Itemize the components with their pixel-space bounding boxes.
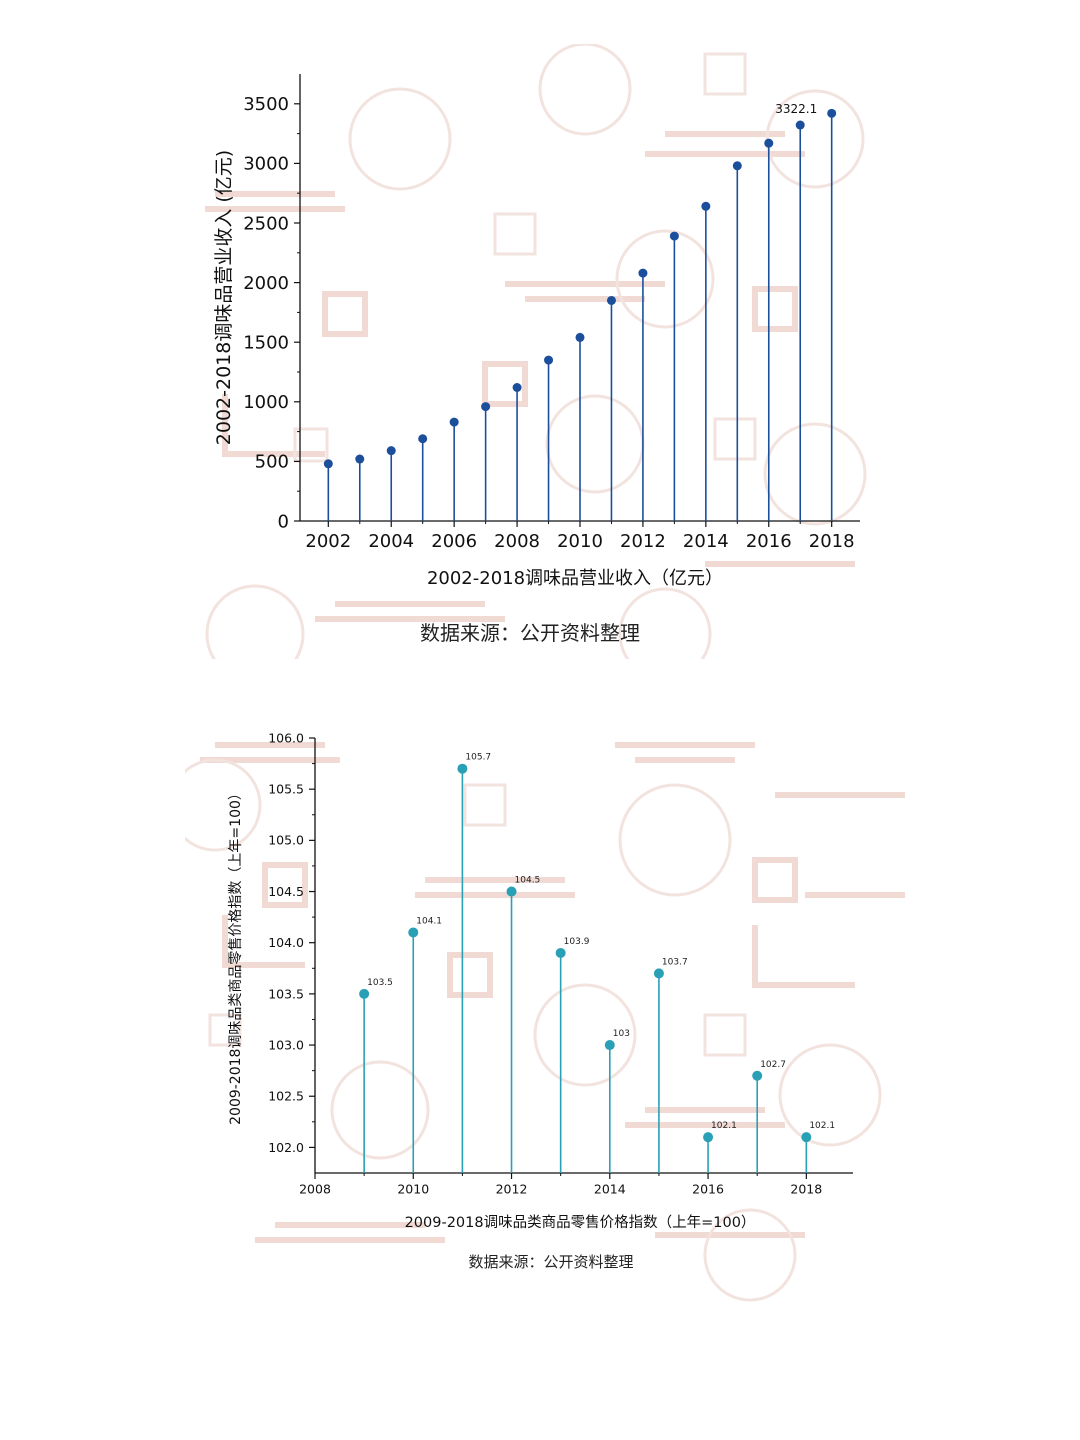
- y-tick-label: 1000: [243, 392, 289, 413]
- x-tick-label: 2006: [431, 531, 477, 552]
- data-label: 103.5: [367, 978, 393, 988]
- x-tick-label: 2012: [496, 1182, 528, 1197]
- data-point: [764, 138, 774, 148]
- x-tick-label: 2002: [305, 531, 351, 552]
- data-point: [386, 446, 396, 456]
- y-axis-title: 2002-2018调味品营业收入 (亿元): [213, 150, 235, 445]
- x-tick-label: 2008: [299, 1182, 331, 1197]
- chart-panel-revenue: 0 500 1000 1500 2000 2500 3000 3500 2002 2004 2006…: [185, 44, 875, 659]
- data-label: 102.1: [711, 1121, 737, 1131]
- data-point: [701, 201, 711, 211]
- data-source-note: 数据来源：公开资料整理: [420, 621, 640, 645]
- data-point: [457, 763, 468, 774]
- x-axis-title: 2002-2018调味品营业收入（亿元）: [427, 568, 723, 589]
- data-point: [359, 988, 370, 999]
- x-tick-label: 2016: [746, 531, 792, 552]
- data-point: [355, 454, 365, 464]
- x-tick-label: 2012: [620, 531, 666, 552]
- x-tick-label: 2014: [594, 1182, 626, 1197]
- data-point: [703, 1132, 714, 1143]
- x-tick-label: 2018: [809, 531, 855, 552]
- data-point: [418, 434, 428, 444]
- data-label: 102.1: [809, 1121, 835, 1131]
- data-point: [638, 268, 648, 278]
- y-tick-label: 105.0: [268, 833, 304, 848]
- data-point: [795, 120, 805, 130]
- y-tick-label: 3000: [243, 154, 289, 175]
- data-point: [827, 108, 837, 118]
- data-point: [575, 332, 585, 342]
- revenue-chart: 0 500 1000 1500 2000 2500 3000 3500 2002 2004 2006…: [213, 74, 860, 589]
- data-point: [544, 355, 554, 365]
- x-tick-label: 2004: [368, 531, 414, 552]
- y-tick-label: 500: [255, 452, 289, 473]
- data-label: 102.7: [760, 1060, 786, 1070]
- x-tick-label: 2014: [683, 531, 729, 552]
- data-point: [669, 231, 679, 241]
- y-tick-label: 0: [278, 511, 289, 532]
- data-point: [555, 947, 566, 958]
- data-label: 103.7: [662, 957, 688, 967]
- data-label: 104.5: [515, 876, 541, 886]
- data-point: [408, 927, 419, 938]
- data-point: [653, 968, 664, 979]
- data-point: [506, 886, 517, 897]
- data-label: 104.1: [416, 916, 442, 926]
- data-label: 103.9: [564, 937, 590, 947]
- data-label: 105.7: [465, 753, 491, 763]
- y-tick-label: 104.0: [268, 935, 304, 950]
- data-point: [752, 1070, 763, 1081]
- y-tick-label: 102.0: [268, 1140, 304, 1155]
- price-index-chart: 102.0 102.5 103.0 103.5 104.0 104.5 105.0 105.5…: [228, 730, 853, 1231]
- data-point: [606, 295, 616, 305]
- data-label: 103: [613, 1029, 630, 1039]
- x-tick-label: 2016: [692, 1182, 724, 1197]
- y-tick-label: 2000: [243, 273, 289, 294]
- x-tick-label: 2018: [790, 1182, 822, 1197]
- x-tick-label: 2010: [397, 1182, 429, 1197]
- chart-panel-price-index: 102.0 102.5 103.0 103.5 104.0 104.5 105.0 105.5…: [185, 715, 917, 1305]
- data-point: [512, 382, 522, 392]
- y-tick-label: 103.0: [268, 1037, 304, 1052]
- y-tick-label: 106.0: [268, 730, 304, 745]
- y-tick-label: 102.5: [268, 1089, 304, 1104]
- y-tick-label: 104.5: [268, 884, 304, 899]
- x-tick-label: 2010: [557, 531, 603, 552]
- y-tick-label: 105.5: [268, 782, 304, 797]
- x-axis-title: 2009-2018调味品类商品零售价格指数（上年=100）: [405, 1214, 756, 1231]
- y-axis-title: 2009-2018调味品类商品零售价格指数（上年=100）: [228, 786, 244, 1125]
- data-source-note: 数据来源：公开资料整理: [468, 1253, 634, 1271]
- data-point: [481, 402, 491, 412]
- data-point: [732, 161, 742, 171]
- y-tick-label: 3500: [243, 94, 289, 115]
- data-point: [604, 1040, 615, 1051]
- y-tick-label: 2500: [243, 213, 289, 234]
- data-point: [449, 417, 459, 427]
- y-tick-label: 1500: [243, 333, 289, 354]
- data-label: 3322.1: [775, 102, 817, 116]
- data-point: [323, 459, 333, 469]
- data-point: [801, 1132, 812, 1143]
- y-tick-label: 103.5: [268, 986, 304, 1001]
- x-tick-label: 2008: [494, 531, 540, 552]
